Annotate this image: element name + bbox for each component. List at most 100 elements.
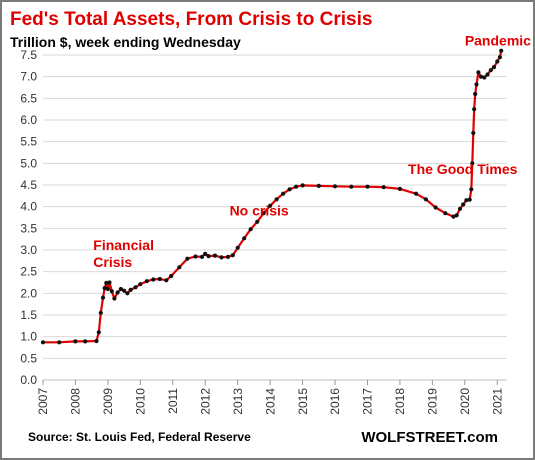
data-point bbox=[464, 198, 469, 203]
brand-watermark: WOLFSTREET.com bbox=[361, 429, 498, 446]
chart-subtitle: Trillion $, week ending Wednesday bbox=[10, 34, 241, 50]
data-point bbox=[115, 290, 120, 295]
data-point bbox=[488, 68, 493, 73]
x-tick-label: 2014 bbox=[263, 388, 277, 415]
data-point bbox=[169, 273, 174, 279]
data-point bbox=[469, 187, 474, 192]
data-point bbox=[497, 55, 502, 60]
x-tick-label: 2015 bbox=[296, 388, 310, 415]
y-tick-label: 5.0 bbox=[20, 156, 37, 170]
data-point bbox=[122, 288, 127, 293]
data-point bbox=[94, 338, 99, 344]
x-axis: 2007 2008 2009 2010 2011 2012 2013 2014 2015 2016… bbox=[36, 379, 507, 415]
data-point bbox=[109, 289, 114, 294]
data-point bbox=[476, 70, 481, 75]
data-point bbox=[144, 279, 149, 284]
x-tick-label: 2012 bbox=[198, 388, 212, 415]
series-line bbox=[43, 50, 503, 344]
data-point bbox=[248, 227, 253, 232]
y-tick-label: 0.5 bbox=[20, 351, 37, 365]
data-point bbox=[433, 205, 438, 210]
data-point bbox=[225, 254, 231, 259]
data-point bbox=[461, 202, 466, 207]
data-point bbox=[100, 295, 106, 300]
data-point bbox=[206, 254, 211, 259]
x-tick-label: 2010 bbox=[134, 388, 148, 415]
data-point bbox=[423, 197, 428, 202]
x-tick-label: 2007 bbox=[36, 388, 50, 415]
y-tick-label: 3.0 bbox=[20, 243, 37, 257]
y-tick-label: 1.5 bbox=[20, 308, 37, 322]
data-point bbox=[281, 191, 286, 196]
x-tick-label: 2020 bbox=[458, 388, 472, 415]
data-point bbox=[151, 277, 156, 282]
data-point bbox=[332, 184, 338, 189]
data-point bbox=[105, 286, 110, 292]
data-point bbox=[157, 276, 162, 282]
y-tick-label: 2.5 bbox=[20, 265, 37, 279]
x-tick-label: 2018 bbox=[393, 388, 407, 415]
source-note: Source: St. Louis Fed, Federal Reserve bbox=[28, 430, 251, 444]
data-point bbox=[268, 203, 273, 208]
data-point bbox=[349, 184, 354, 189]
data-point bbox=[261, 211, 266, 216]
y-tick-label: 7.0 bbox=[20, 70, 37, 84]
data-point bbox=[491, 65, 497, 70]
data-point bbox=[414, 191, 419, 196]
x-tick-label: 2011 bbox=[166, 388, 180, 414]
data-point bbox=[128, 287, 133, 292]
data-point bbox=[219, 255, 224, 260]
y-tick-label: 4.5 bbox=[20, 178, 37, 192]
data-point bbox=[177, 265, 182, 270]
data-point bbox=[300, 183, 305, 188]
annotation-label: The Good Times bbox=[408, 161, 518, 177]
data-point bbox=[467, 197, 472, 202]
plot-area bbox=[40, 48, 504, 345]
data-point bbox=[203, 251, 208, 256]
data-point bbox=[294, 184, 299, 189]
data-point bbox=[193, 254, 198, 259]
data-point bbox=[104, 280, 109, 285]
annotation-label: Financial bbox=[93, 237, 154, 253]
y-tick-label: 3.5 bbox=[20, 221, 37, 235]
data-point bbox=[138, 282, 143, 287]
data-point bbox=[73, 339, 78, 344]
data-point bbox=[443, 211, 448, 216]
x-tick-label: 2016 bbox=[328, 388, 342, 415]
data-point bbox=[274, 197, 279, 202]
data-point bbox=[397, 186, 402, 191]
data-point bbox=[478, 74, 484, 79]
data-point bbox=[96, 330, 101, 335]
x-tick-label: 2013 bbox=[231, 388, 245, 415]
y-axis: 0.0 0.5 1.0 1.5 2.0 2.5 3.0 3.5 4.0 4.5 5.0 5.5 6.0 6… bbox=[20, 48, 37, 387]
x-tick-label: 2017 bbox=[361, 388, 375, 415]
data-point bbox=[473, 91, 478, 97]
x-tick-label: 2019 bbox=[426, 388, 440, 415]
data-point bbox=[482, 75, 487, 80]
data-point bbox=[499, 48, 504, 53]
data-point bbox=[472, 107, 477, 112]
data-point bbox=[118, 286, 123, 292]
y-tick-label: 6.5 bbox=[20, 91, 37, 105]
data-point bbox=[470, 161, 475, 166]
data-point bbox=[381, 185, 386, 190]
data-point bbox=[125, 291, 130, 296]
data-point bbox=[454, 213, 459, 218]
data-point bbox=[57, 340, 62, 345]
data-point bbox=[107, 280, 112, 285]
data-point bbox=[451, 214, 456, 219]
data-point bbox=[102, 286, 107, 291]
data-point bbox=[112, 296, 117, 301]
data-point bbox=[40, 340, 46, 345]
y-tick-label: 7.5 bbox=[20, 48, 37, 62]
x-tick-label: 2008 bbox=[69, 388, 83, 415]
data-point bbox=[287, 187, 292, 192]
data-point bbox=[235, 245, 240, 250]
data-point bbox=[98, 310, 103, 315]
data-point bbox=[199, 254, 205, 259]
data-point bbox=[230, 253, 235, 258]
data-point bbox=[83, 339, 88, 344]
data-point bbox=[365, 184, 370, 189]
annotation-label: No crisis bbox=[230, 202, 289, 218]
